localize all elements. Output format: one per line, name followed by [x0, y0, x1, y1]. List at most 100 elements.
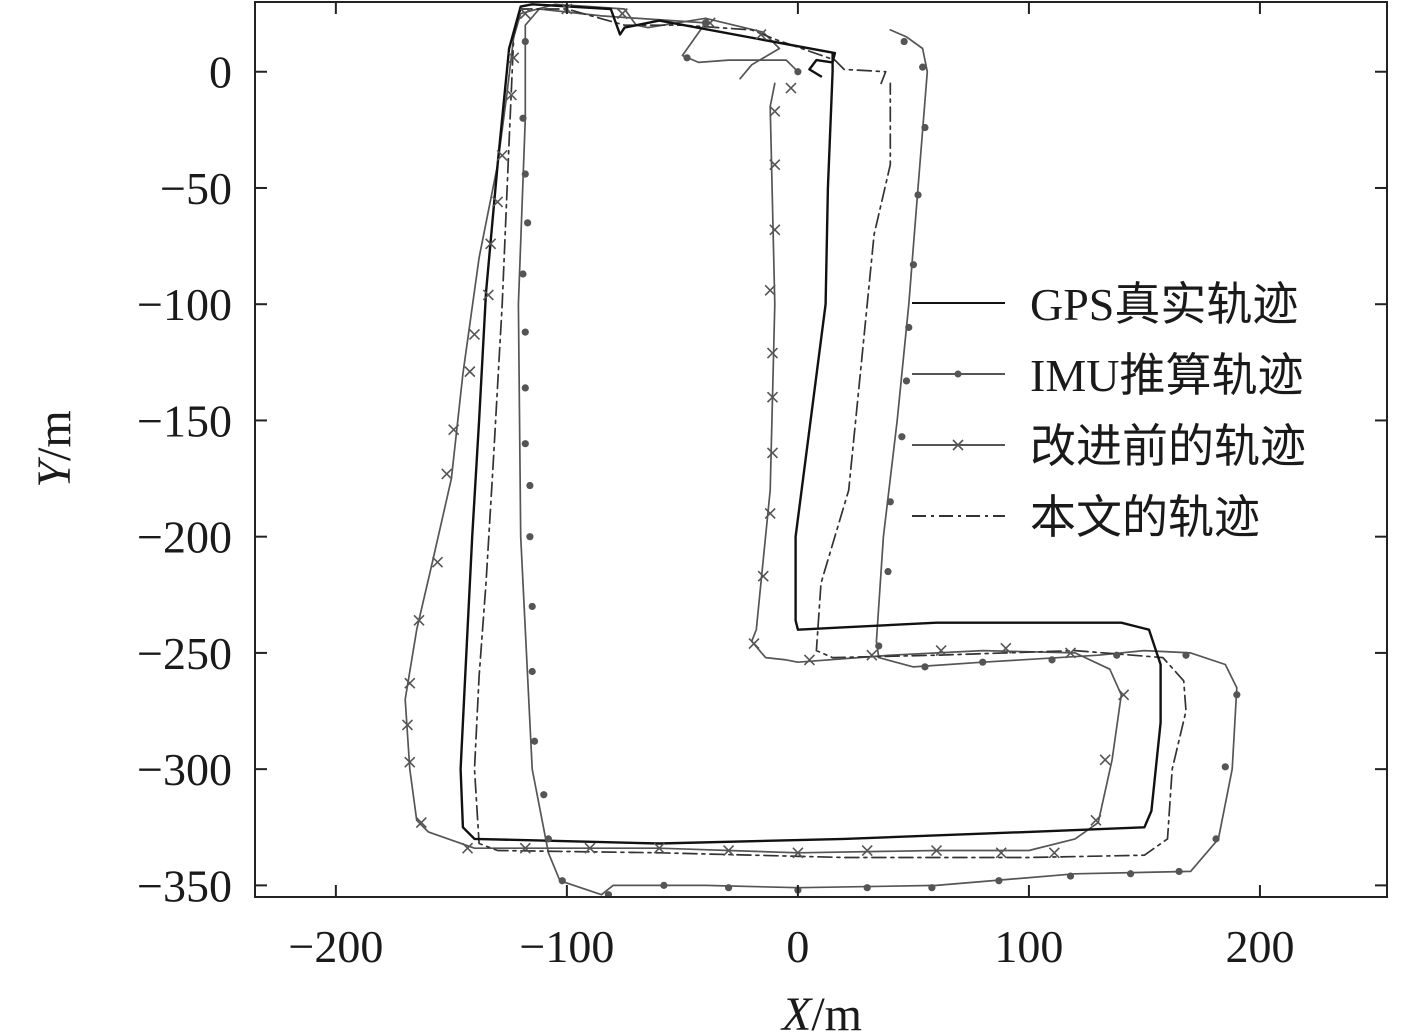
x-marker	[461, 842, 474, 854]
x-marker	[757, 570, 769, 582]
dot-marker	[558, 877, 566, 885]
x-tick-label: −100	[519, 921, 614, 972]
dot-marker	[701, 19, 710, 27]
dot-marker	[528, 602, 536, 611]
y-tick-label: 0	[209, 47, 232, 98]
x-marker	[431, 556, 444, 568]
x-marker	[584, 842, 596, 854]
dot-marker	[540, 791, 548, 799]
dot-marker	[1212, 835, 1220, 843]
dot-marker	[521, 170, 529, 178]
dot-marker	[530, 737, 539, 745]
x-marker	[769, 159, 781, 171]
dot-marker	[526, 481, 534, 490]
dot-marker	[875, 642, 883, 650]
legend: GPS真实轨迹 IMU推算轨迹 改进前的轨迹 本文的轨迹	[912, 279, 1306, 543]
x-marker	[464, 366, 476, 378]
x-marker	[415, 817, 427, 829]
dot-marker	[604, 891, 613, 897]
x-marker	[401, 719, 414, 731]
y-tick-label: −350	[137, 860, 232, 911]
dot-marker	[1175, 867, 1183, 876]
dot-marker	[1048, 656, 1056, 664]
legend-label-proposed: 本文的轨迹	[1030, 492, 1260, 543]
dot-marker	[521, 440, 529, 448]
dot-marker	[524, 219, 532, 227]
dot-marker	[521, 384, 529, 392]
plot-frame	[254, 1, 1388, 898]
dot-marker	[921, 123, 929, 132]
dot-marker	[1126, 870, 1135, 878]
dot-marker	[528, 667, 536, 676]
x-marker	[766, 391, 779, 403]
dot-marker	[521, 328, 529, 336]
x-marker	[404, 756, 416, 768]
dot-marker	[886, 498, 894, 506]
x-marker	[508, 52, 520, 64]
legend-label-imu: IMU推算轨迹	[1030, 350, 1303, 401]
dot-marker	[544, 835, 552, 843]
x-marker	[496, 149, 508, 161]
x-marker	[930, 844, 943, 857]
dot-marker	[898, 433, 906, 441]
dot-marker	[909, 261, 918, 269]
dot-marker	[995, 877, 1003, 885]
dot-marker	[1113, 651, 1121, 659]
x-marker	[748, 638, 760, 650]
x-marker	[764, 284, 776, 296]
x-marker	[519, 842, 531, 854]
legend-entry-gps: GPS真实轨迹	[912, 279, 1298, 330]
legend-x-marker-icon	[952, 439, 964, 451]
x-marker	[769, 105, 781, 117]
x-marker	[769, 224, 781, 236]
x-marker	[1048, 847, 1060, 859]
dot-marker	[928, 884, 936, 892]
legend-entry-proposed: 本文的轨迹	[912, 492, 1260, 543]
x-marker	[485, 238, 497, 250]
legend-entry-imu: IMU推算轨迹	[912, 350, 1303, 401]
legend-dot-marker-icon	[954, 370, 962, 378]
y-tick-label: −150	[137, 395, 232, 446]
x-marker	[1118, 689, 1130, 701]
dot-marker	[1221, 763, 1229, 771]
series-line-3	[404, 3, 1123, 854]
x-marker	[616, 8, 628, 20]
series-line-4	[473, 8, 1187, 859]
x-tick-label: 0	[786, 921, 809, 972]
x-marker	[492, 196, 504, 208]
dot-marker	[519, 114, 527, 122]
dot-marker	[1233, 691, 1241, 699]
dot-marker	[724, 884, 733, 892]
x-marker	[404, 677, 416, 689]
x-marker	[764, 507, 776, 519]
dot-marker	[526, 533, 534, 541]
plot-area	[401, 3, 1241, 897]
dot-marker	[884, 567, 892, 576]
x-marker	[1064, 647, 1077, 659]
x-tick-label: 200	[1225, 921, 1294, 972]
x-marker	[1000, 642, 1012, 654]
y-axis-title: Y/m	[28, 410, 81, 487]
x-marker	[1099, 754, 1111, 766]
tick-labels: −200 −100 0 100 200 0 −50 −100 −150 −200 −250 −300 −…	[137, 47, 1294, 972]
dot-marker	[660, 881, 668, 889]
x-marker	[995, 847, 1007, 859]
dot-marker	[902, 377, 911, 385]
x-marker	[519, 8, 531, 20]
x-marker	[766, 347, 779, 359]
x-marker	[448, 424, 460, 436]
y-tick-label: −200	[137, 512, 232, 563]
x-tick-label: 100	[994, 921, 1063, 972]
x-marker	[413, 614, 425, 626]
series-line-2	[517, 8, 1238, 896]
x-marker	[866, 649, 878, 661]
x-marker	[505, 89, 517, 101]
dot-marker	[905, 323, 913, 332]
x-marker	[1090, 814, 1102, 826]
x-marker	[803, 654, 816, 666]
x-marker	[482, 289, 494, 301]
dot-marker	[1066, 872, 1075, 880]
series-line-1	[459, 3, 1162, 845]
dot-marker	[914, 191, 922, 199]
